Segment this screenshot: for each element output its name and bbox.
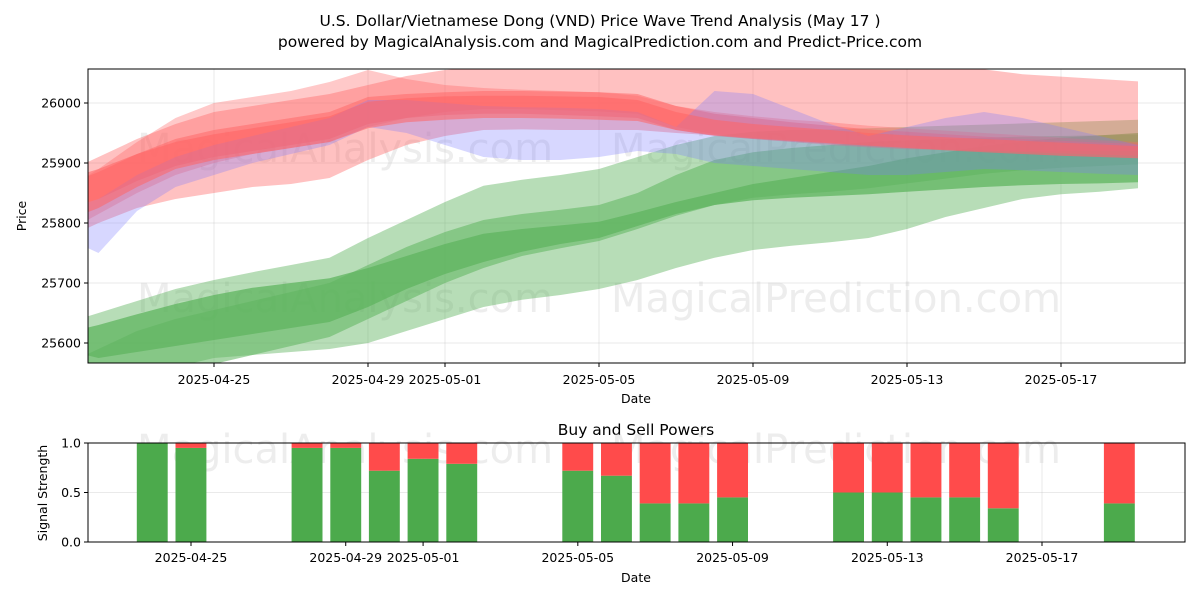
sell-bar — [639, 443, 671, 504]
watermark-prediction: MagicalPrediction.com — [611, 276, 1061, 322]
buy-bar — [330, 447, 362, 542]
figure-subtitle: powered by MagicalAnalysis.com and Magic… — [278, 33, 922, 51]
sell-bar — [833, 443, 864, 493]
price-x-ticks: 2025-04-25 2025-04-29 2025-05-01 2025-05-05… — [178, 363, 1098, 387]
power-y-ticks: 0.0 0.5 1.0 — [61, 436, 88, 550]
y-tick-label: 26000 — [41, 96, 81, 111]
buy-bar — [175, 447, 207, 542]
x-tick-label: 2025-05-09 — [696, 550, 769, 565]
y-tick-label: 1.0 — [61, 436, 81, 451]
power-x-axis-label: Date — [621, 570, 651, 585]
sell-bar — [601, 443, 632, 476]
buy-bar — [678, 503, 710, 542]
band-green-2 — [88, 134, 1138, 363]
x-tick-label: 2025-05-13 — [871, 372, 944, 387]
y-tick-label: 25800 — [41, 216, 81, 231]
x-tick-label: 2025-05-01 — [409, 372, 482, 387]
sell-bar — [291, 443, 323, 448]
price-x-axis-label: Date — [621, 391, 651, 406]
sell-bar — [987, 443, 1019, 509]
power-chart-title: Buy and Sell Powers — [558, 421, 715, 439]
x-tick-label: 2025-04-25 — [155, 550, 228, 565]
price-y-axis-label: Price — [14, 200, 29, 231]
buy-bar — [368, 470, 400, 542]
x-tick-label: 2025-04-29 — [309, 550, 382, 565]
band-layer — [88, 69, 1138, 363]
x-tick-label: 2025-05-13 — [851, 550, 924, 565]
figure-title: U.S. Dollar/Vietnamese Dong (VND) Price … — [320, 12, 881, 30]
x-tick-label: 2025-05-09 — [717, 372, 790, 387]
price-y-ticks: 25600 25700 25800 25900 26000 — [41, 96, 88, 351]
buy-bar — [407, 458, 439, 542]
x-tick-label: 2025-05-05 — [541, 550, 614, 565]
buy-bar — [1103, 503, 1135, 542]
buy-bar — [639, 503, 671, 542]
buy-bar — [833, 492, 864, 542]
buy-bar — [949, 497, 981, 542]
band-red-7 — [88, 95, 1138, 213]
x-tick-label: 2025-05-01 — [387, 550, 460, 565]
price-plot-frame — [87, 68, 1186, 364]
buy-bar — [291, 447, 323, 542]
sell-bar — [368, 443, 400, 471]
sell-bar — [446, 443, 478, 464]
sell-bar — [678, 443, 710, 504]
buy-bar — [562, 470, 594, 542]
buy-bar — [136, 443, 168, 542]
x-tick-label: 2025-05-17 — [1025, 372, 1098, 387]
buy-bar — [987, 508, 1019, 542]
x-tick-label: 2025-05-17 — [1006, 550, 1079, 565]
power-chart: Buy and Sell Powers MagicalAnalysis.com … — [35, 421, 1186, 585]
sell-bar — [717, 443, 748, 498]
sell-bar — [1103, 443, 1135, 504]
sell-bar — [407, 443, 439, 459]
buy-bar — [717, 497, 748, 542]
x-tick-label: 2025-05-05 — [563, 372, 636, 387]
y-tick-label: 0.0 — [61, 535, 81, 550]
buy-bar — [871, 492, 903, 542]
buy-bar — [910, 497, 942, 542]
price-bands — [88, 69, 1138, 363]
sell-bar — [910, 443, 942, 498]
sell-bar — [562, 443, 594, 471]
price-chart: MagicalAnalysis.com MagicalPrediction.co… — [14, 68, 1186, 406]
sell-bar — [330, 443, 362, 448]
power-x-ticks: 2025-04-25 2025-04-29 2025-05-01 2025-05-05… — [155, 542, 1079, 565]
sell-bar — [175, 443, 207, 448]
buy-bar — [601, 475, 632, 542]
buy-bar — [446, 463, 478, 542]
y-tick-label: 25900 — [41, 156, 81, 171]
sell-bar — [949, 443, 981, 498]
y-tick-label: 0.5 — [61, 485, 81, 500]
sell-bar — [871, 443, 903, 493]
y-tick-label: 25700 — [41, 276, 81, 291]
x-tick-label: 2025-04-29 — [332, 372, 405, 387]
x-tick-label: 2025-04-25 — [178, 372, 251, 387]
power-bars — [136, 443, 1135, 542]
power-y-axis-label: Signal Strength — [35, 445, 50, 541]
y-tick-label: 25600 — [41, 336, 81, 351]
